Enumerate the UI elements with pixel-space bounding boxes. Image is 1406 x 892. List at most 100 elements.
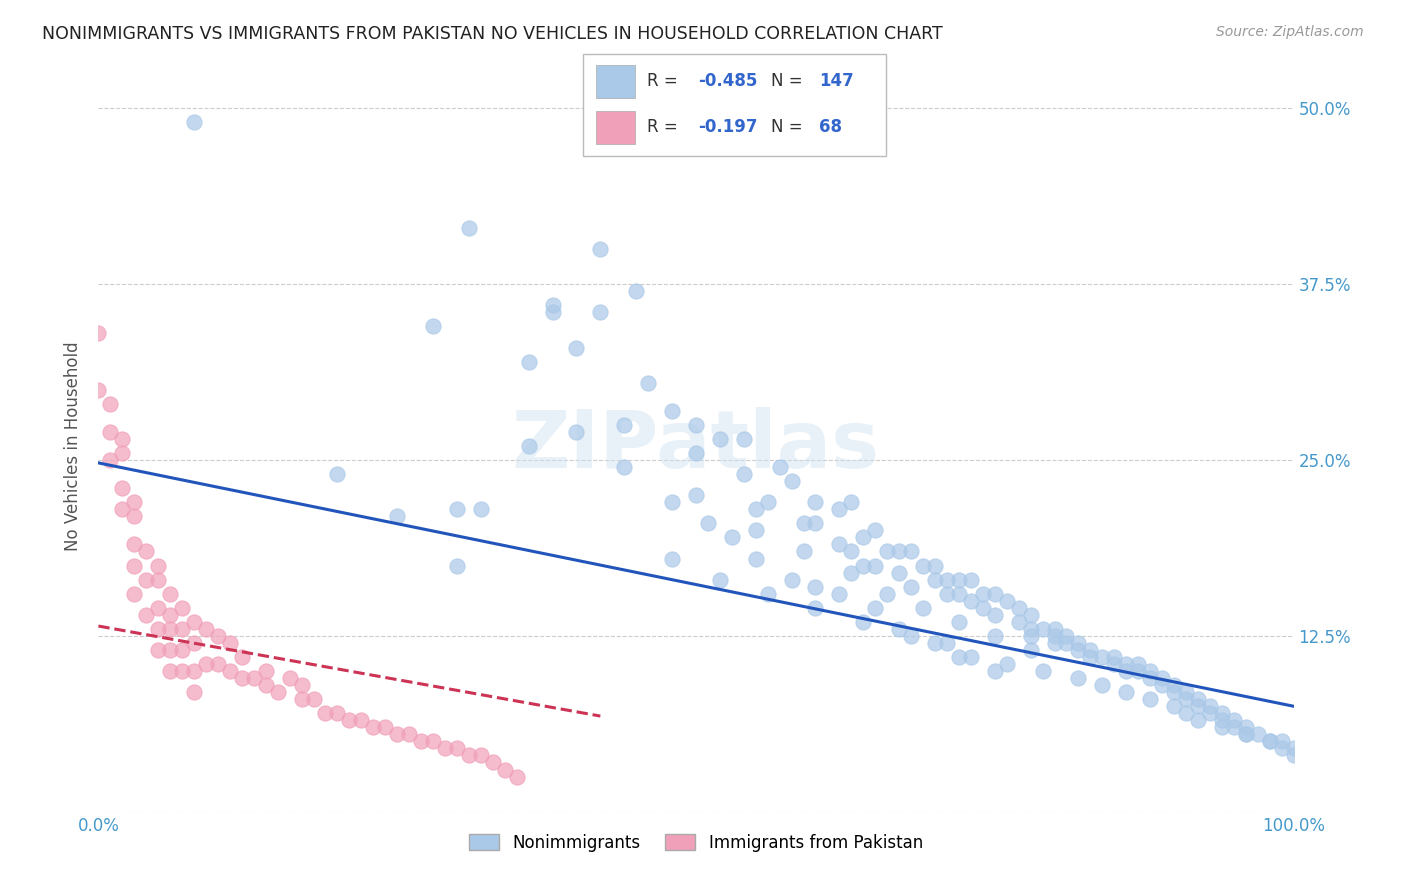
Point — [948, 573, 970, 587]
Point — [960, 650, 983, 665]
Point — [446, 741, 468, 756]
Point — [637, 376, 659, 390]
FancyBboxPatch shape — [596, 65, 636, 97]
Point — [98, 453, 122, 467]
Point — [804, 516, 827, 531]
Point — [1056, 636, 1078, 650]
Point — [960, 593, 983, 607]
Point — [183, 636, 205, 650]
Point — [1032, 664, 1054, 678]
Point — [589, 305, 612, 319]
Point — [721, 530, 744, 544]
Point — [709, 432, 731, 446]
Point — [183, 615, 205, 629]
Point — [1128, 664, 1150, 678]
Point — [1258, 734, 1281, 748]
Point — [865, 600, 887, 615]
Point — [1187, 692, 1209, 706]
Point — [1247, 727, 1270, 741]
Point — [924, 636, 946, 650]
Point — [172, 622, 194, 636]
Point — [793, 516, 815, 531]
Point — [852, 615, 875, 629]
Point — [207, 629, 229, 643]
Point — [148, 643, 170, 657]
Point — [148, 622, 170, 636]
Text: -0.485: -0.485 — [699, 72, 758, 90]
Point — [1152, 671, 1174, 685]
Point — [661, 404, 683, 418]
Point — [494, 763, 516, 777]
Point — [613, 460, 636, 475]
Point — [1115, 685, 1137, 699]
Point — [756, 495, 779, 509]
Point — [159, 607, 181, 622]
Point — [841, 566, 863, 580]
Point — [159, 587, 181, 601]
Point — [889, 544, 911, 558]
Point — [422, 319, 444, 334]
Point — [661, 495, 683, 509]
Point — [1080, 650, 1102, 665]
Point — [948, 587, 970, 601]
Point — [876, 587, 898, 601]
Point — [948, 650, 970, 665]
Point — [1043, 636, 1066, 650]
Point — [458, 221, 481, 235]
Point — [948, 615, 970, 629]
Point — [231, 671, 253, 685]
Point — [124, 537, 146, 551]
Point — [148, 573, 170, 587]
Point — [159, 643, 181, 657]
Point — [517, 354, 540, 368]
Y-axis label: No Vehicles in Household: No Vehicles in Household — [65, 341, 83, 551]
Point — [900, 544, 922, 558]
Point — [172, 643, 194, 657]
Point — [1139, 692, 1161, 706]
Point — [1019, 607, 1042, 622]
Point — [828, 587, 851, 601]
FancyBboxPatch shape — [583, 54, 886, 156]
Point — [936, 587, 959, 601]
Point — [1019, 643, 1042, 657]
Point — [852, 530, 875, 544]
Point — [506, 770, 529, 784]
Point — [1187, 714, 1209, 728]
Point — [804, 495, 827, 509]
Point — [911, 600, 934, 615]
Point — [172, 600, 194, 615]
Point — [254, 664, 277, 678]
Point — [685, 446, 707, 460]
Point — [1032, 622, 1054, 636]
Point — [1104, 650, 1126, 665]
Point — [1234, 727, 1257, 741]
Point — [1080, 643, 1102, 657]
Point — [291, 678, 314, 692]
Point — [745, 551, 768, 566]
Point — [1163, 685, 1185, 699]
Point — [124, 495, 146, 509]
Point — [1211, 706, 1233, 721]
Point — [995, 657, 1018, 671]
Point — [876, 544, 898, 558]
Point — [1008, 600, 1031, 615]
Point — [1199, 699, 1222, 714]
Point — [1223, 714, 1246, 728]
Point — [984, 587, 1007, 601]
Point — [87, 326, 110, 341]
Point — [900, 580, 922, 594]
Point — [828, 502, 851, 516]
Point — [541, 305, 564, 319]
Point — [936, 573, 959, 587]
Point — [183, 664, 205, 678]
Point — [350, 714, 373, 728]
Point — [1043, 622, 1066, 636]
Text: R =: R = — [647, 119, 683, 136]
Point — [148, 558, 170, 573]
Point — [254, 678, 277, 692]
Point — [960, 573, 983, 587]
Text: N =: N = — [770, 72, 808, 90]
Point — [697, 516, 720, 531]
Point — [267, 685, 290, 699]
Point — [446, 558, 468, 573]
